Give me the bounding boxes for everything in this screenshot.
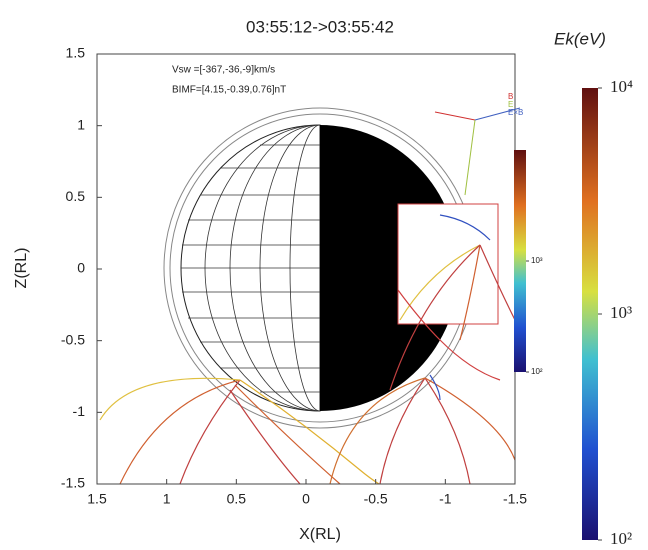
inset-colorbar <box>514 150 526 372</box>
x-tick-label: -0.5 <box>364 491 388 507</box>
colorbar-label: Ek(eV) <box>554 29 606 48</box>
y-tick-label: 1 <box>77 116 85 132</box>
x-tick-label: 0.5 <box>227 491 247 507</box>
x-tick-label: 0 <box>302 491 310 507</box>
trajectories <box>99 214 515 484</box>
legend-entry: E×B <box>508 108 523 117</box>
y-tick-label: -1 <box>73 403 86 419</box>
x-tick-label: 1 <box>163 491 171 507</box>
x-tick-label: 1.5 <box>87 491 107 507</box>
legend-entry: B <box>508 92 513 101</box>
y-tick-label: 0.5 <box>66 188 86 204</box>
annotation: BIMF=[4.15,-0.39,0.76]nT <box>172 85 286 96</box>
y-tick-label: 0 <box>77 260 85 276</box>
colorbar-tick-label: 10³ <box>610 303 632 322</box>
y-tick-label: 1.5 <box>66 45 86 61</box>
inset-box <box>397 203 499 325</box>
annotation: Vsw =[-367,-36,-9]km/s <box>172 65 275 76</box>
colorbar <box>582 88 598 540</box>
chart-title: 03:55:12->03:55:42 <box>246 17 394 36</box>
moon-nightside <box>320 125 459 411</box>
x-tick-label: -1.5 <box>503 491 527 507</box>
y-axis-label: Z(RL) <box>13 248 30 289</box>
y-tick-label: -1.5 <box>61 475 85 491</box>
field-vectors <box>434 107 521 196</box>
plot-area <box>99 107 515 484</box>
inset-colorbar-tick-label: 10³ <box>531 256 543 265</box>
colorbar-tick-label: 10² <box>610 529 632 548</box>
x-tick-label: -1 <box>439 491 452 507</box>
inset-colorbar-tick-label: 10² <box>531 367 543 376</box>
colorbar-tick-label: 10⁴ <box>610 77 633 96</box>
legend-entry: E <box>508 100 513 109</box>
y-tick-label: -0.5 <box>61 331 85 347</box>
moon-grid <box>181 124 321 412</box>
x-axis-label: X(RL) <box>299 526 341 543</box>
